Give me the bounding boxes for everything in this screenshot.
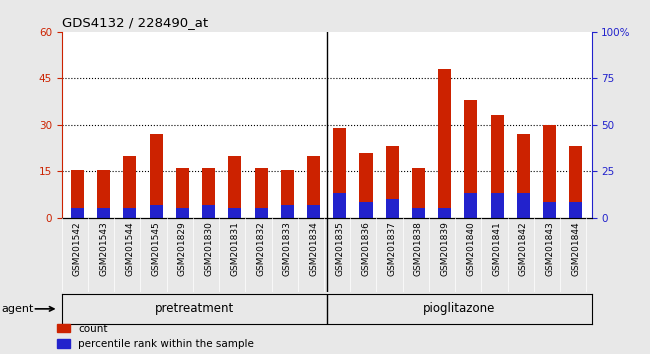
Text: GSM201840: GSM201840 bbox=[466, 222, 475, 276]
Bar bbox=[97, 170, 110, 218]
Bar bbox=[464, 100, 477, 218]
Bar bbox=[438, 69, 451, 218]
Bar bbox=[543, 202, 556, 218]
Text: GSM201544: GSM201544 bbox=[125, 222, 135, 276]
Text: GSM201833: GSM201833 bbox=[283, 222, 292, 276]
Text: GSM201832: GSM201832 bbox=[257, 222, 266, 276]
Text: GSM201837: GSM201837 bbox=[387, 222, 396, 276]
Bar bbox=[71, 209, 84, 218]
Text: GSM201839: GSM201839 bbox=[440, 222, 449, 276]
Bar bbox=[543, 125, 556, 218]
Text: GSM201843: GSM201843 bbox=[545, 222, 554, 276]
Bar bbox=[124, 209, 136, 218]
Text: GSM201543: GSM201543 bbox=[99, 222, 108, 276]
Bar bbox=[176, 168, 189, 218]
Text: GSM201834: GSM201834 bbox=[309, 222, 318, 276]
Bar bbox=[281, 170, 294, 218]
Bar bbox=[412, 209, 425, 218]
Text: pretreatment: pretreatment bbox=[155, 302, 234, 315]
Text: GSM201542: GSM201542 bbox=[73, 222, 82, 276]
Bar bbox=[333, 193, 346, 218]
Bar bbox=[202, 168, 215, 218]
Bar bbox=[517, 134, 530, 218]
Text: GSM201831: GSM201831 bbox=[230, 222, 239, 276]
Bar bbox=[255, 168, 268, 218]
Bar bbox=[228, 209, 241, 218]
Bar bbox=[385, 147, 398, 218]
Bar bbox=[150, 205, 162, 218]
Bar bbox=[202, 205, 215, 218]
Text: GSM201841: GSM201841 bbox=[493, 222, 502, 276]
Bar bbox=[255, 209, 268, 218]
Bar bbox=[307, 156, 320, 218]
Bar bbox=[281, 205, 294, 218]
Text: GSM201830: GSM201830 bbox=[204, 222, 213, 276]
Bar bbox=[491, 115, 504, 218]
Text: GDS4132 / 228490_at: GDS4132 / 228490_at bbox=[62, 16, 208, 29]
Text: GSM201545: GSM201545 bbox=[151, 222, 161, 276]
Text: GSM201844: GSM201844 bbox=[571, 222, 580, 276]
Text: GSM201836: GSM201836 bbox=[361, 222, 370, 276]
Bar bbox=[150, 134, 162, 218]
Bar bbox=[333, 128, 346, 218]
Text: GSM201835: GSM201835 bbox=[335, 222, 345, 276]
Bar bbox=[569, 147, 582, 218]
Text: GSM201838: GSM201838 bbox=[414, 222, 423, 276]
Bar bbox=[438, 209, 451, 218]
Bar bbox=[176, 209, 189, 218]
Bar bbox=[385, 199, 398, 218]
Bar bbox=[359, 202, 372, 218]
Bar bbox=[228, 156, 241, 218]
Bar bbox=[71, 170, 84, 218]
Text: agent: agent bbox=[1, 304, 34, 314]
Bar bbox=[491, 193, 504, 218]
Bar bbox=[517, 193, 530, 218]
Bar bbox=[359, 153, 372, 218]
Bar bbox=[569, 202, 582, 218]
Text: GSM201842: GSM201842 bbox=[519, 222, 528, 276]
Bar bbox=[97, 209, 110, 218]
Bar bbox=[124, 156, 136, 218]
Bar bbox=[464, 193, 477, 218]
Bar bbox=[412, 168, 425, 218]
Legend: count, percentile rank within the sample: count, percentile rank within the sample bbox=[57, 324, 254, 349]
Bar bbox=[307, 205, 320, 218]
Text: GSM201829: GSM201829 bbox=[178, 222, 187, 276]
Text: pioglitazone: pioglitazone bbox=[423, 302, 495, 315]
